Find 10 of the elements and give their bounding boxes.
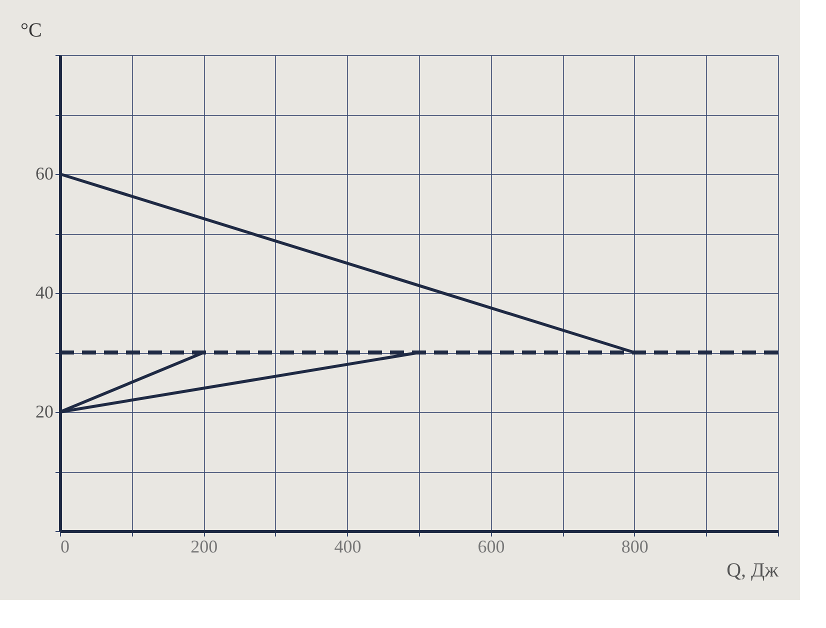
y-tick-label: 20 — [36, 402, 54, 422]
y-tick-label: 40 — [36, 282, 54, 302]
x-axis-title: Q, Дж — [726, 560, 779, 582]
y-tick-label: 60 — [36, 164, 54, 184]
x-tick-label: 400 — [334, 536, 362, 556]
x-tick-label: 200 — [190, 536, 218, 556]
y-axis-title: °C — [20, 20, 42, 42]
x-tick-label: 800 — [621, 536, 648, 556]
x-tick-label: 600 — [478, 536, 505, 556]
x-tick-label: 0 — [60, 536, 70, 556]
